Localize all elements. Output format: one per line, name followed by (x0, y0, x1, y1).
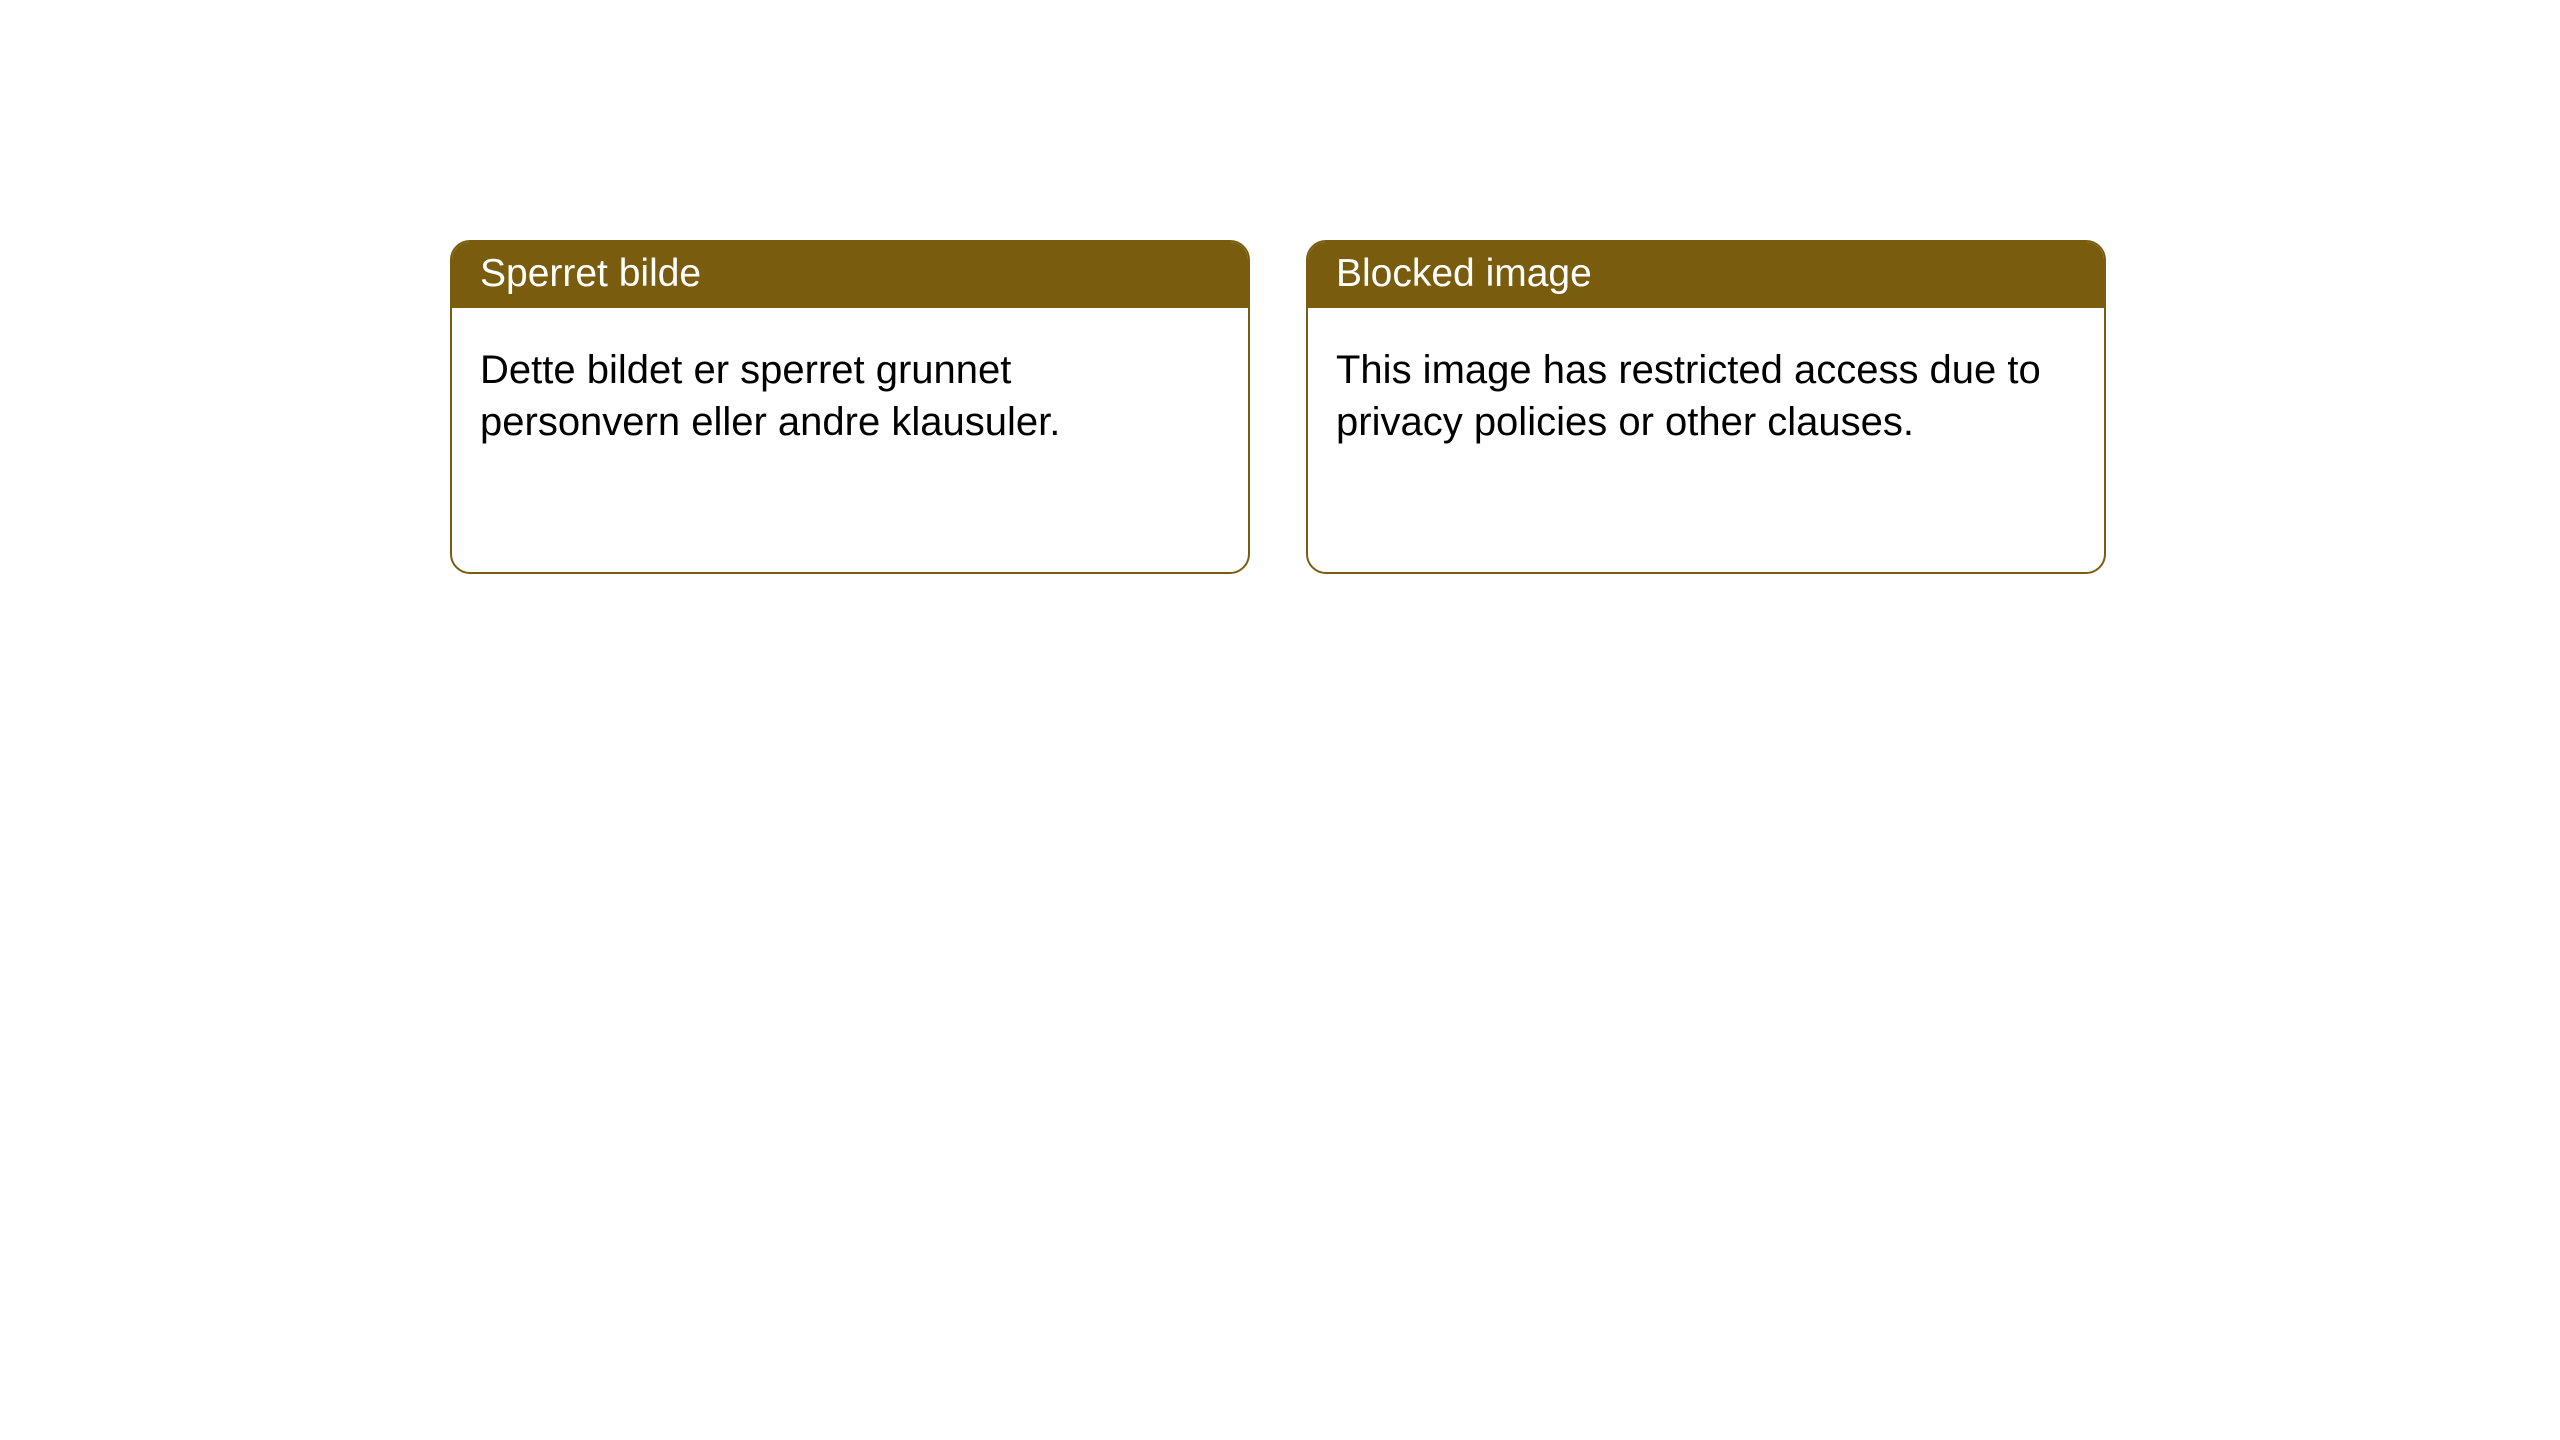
card-header: Sperret bilde (452, 242, 1248, 308)
notice-card-norwegian: Sperret bilde Dette bildet er sperret gr… (450, 240, 1250, 574)
notice-container: Sperret bilde Dette bildet er sperret gr… (0, 0, 2560, 574)
card-header: Blocked image (1308, 242, 2104, 308)
card-title: Sperret bilde (480, 252, 701, 295)
card-title: Blocked image (1336, 252, 1592, 295)
card-body: Dette bildet er sperret grunnet personve… (452, 308, 1248, 476)
card-body: This image has restricted access due to … (1308, 308, 2104, 476)
card-body-text: This image has restricted access due to … (1336, 348, 2041, 444)
notice-card-english: Blocked image This image has restricted … (1306, 240, 2106, 574)
card-body-text: Dette bildet er sperret grunnet personve… (480, 348, 1060, 444)
